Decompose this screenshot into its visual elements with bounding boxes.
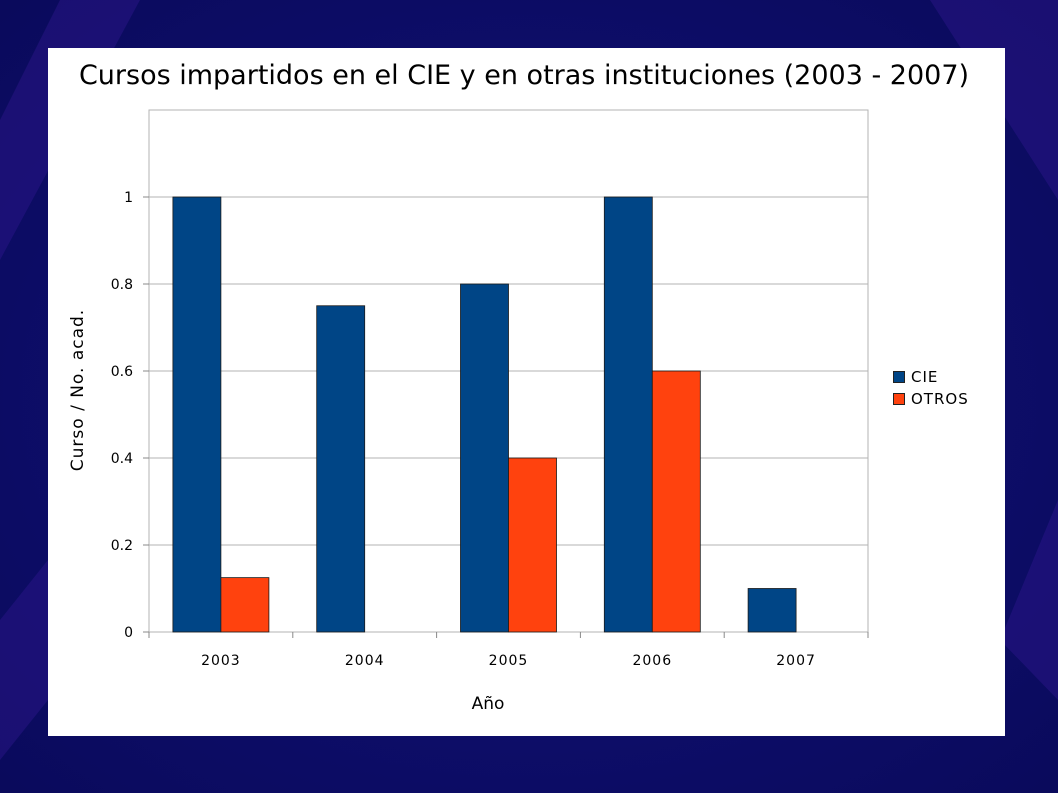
- bar-otros-2003: [220, 577, 270, 633]
- y-tick-label: 1: [124, 190, 133, 206]
- bar-cie-2005: [460, 283, 509, 633]
- legend: CIE OTROS: [893, 366, 969, 410]
- bar-cie-2003: [172, 196, 222, 633]
- y-tick-label: 0.4: [111, 451, 133, 467]
- y-tick-label: 0.8: [111, 277, 133, 293]
- bar-cie-2004: [316, 305, 366, 633]
- legend-swatch-otros: [893, 393, 905, 405]
- y-axis-label: Curso / No. acad.: [68, 308, 88, 472]
- x-tick-label: 2004: [345, 653, 385, 669]
- legend-item-otros: OTROS: [893, 388, 969, 410]
- x-tick-label: 2007: [776, 653, 816, 669]
- legend-label-cie: CIE: [911, 368, 939, 386]
- y-tick-label: 0.2: [111, 538, 133, 554]
- x-tick-label: 2006: [632, 653, 672, 669]
- x-tick-label: 2005: [489, 653, 529, 669]
- x-tick-label: 2003: [201, 653, 241, 669]
- legend-swatch-cie: [893, 371, 905, 383]
- bar-otros-2006: [651, 370, 701, 633]
- chart-title: Cursos impartidos en el CIE y en otras i…: [78, 60, 970, 91]
- y-tick-label: 0.6: [111, 364, 133, 380]
- y-tick-label: 0: [124, 625, 133, 641]
- bar-cie-2006: [603, 196, 653, 633]
- legend-item-cie: CIE: [893, 366, 969, 388]
- bar-otros-2005: [508, 457, 557, 633]
- legend-label-otros: OTROS: [911, 390, 969, 408]
- bar-cie-2007: [747, 588, 797, 633]
- x-axis-label: Año: [471, 694, 505, 714]
